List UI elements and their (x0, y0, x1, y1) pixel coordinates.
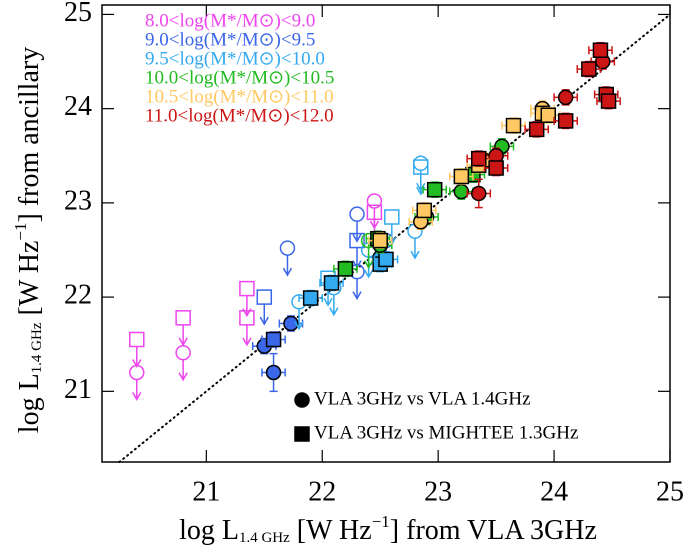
square-upper-limit (239, 280, 255, 297)
x-axis-label: log L1.4 GHz [W Hz−1] from VLA 3GHz (179, 512, 597, 547)
y-tick-label: 24 (64, 91, 92, 122)
y-tick-label: 21 (64, 374, 92, 405)
label-main: log L (14, 373, 45, 433)
upper-limit-head (352, 233, 362, 243)
upper-limit-head (242, 337, 252, 347)
legend-label: 10.0<log(M*/M⊙)<10.5 (145, 67, 334, 88)
circle-point (470, 185, 487, 202)
square-point (470, 150, 487, 167)
square-point (581, 61, 597, 77)
circle-upper-limit (175, 344, 191, 361)
x-tick-label: 22 (308, 476, 336, 507)
square-point (372, 232, 388, 249)
label-sup: −1 (372, 512, 390, 531)
upper-limit-head (352, 291, 362, 301)
y-tick-label: 23 (64, 185, 92, 216)
circle-point (453, 183, 470, 200)
square-upper-limit (366, 204, 383, 221)
plot-frame (101, 4, 671, 463)
legend-marker (294, 426, 310, 442)
square-upper-limit (239, 310, 255, 326)
x-tick-label: 21 (192, 476, 220, 507)
upper-limit-head (259, 316, 269, 326)
legend-label: 9.5<log(M*/M⊙)<10.0 (145, 48, 325, 69)
label-end: ] from VLA 3GHz (390, 515, 597, 546)
circle-upper-limit (349, 206, 365, 222)
upper-limit-head (132, 392, 142, 401)
square-upper-limit (129, 331, 145, 348)
square-point (488, 160, 504, 176)
square-point (600, 93, 617, 109)
label-sup: −1 (11, 222, 30, 240)
square-point (505, 117, 522, 134)
circle-upper-limit (413, 155, 429, 172)
legend-label: 8.0<log(M*/M⊙)<9.0 (145, 10, 315, 31)
y-tick-label: 25 (64, 0, 92, 28)
square-point (265, 331, 282, 348)
square-upper-limit (384, 209, 400, 225)
square-point (337, 261, 354, 277)
upper-limit-head (323, 297, 333, 307)
upper-limit-head (410, 250, 420, 260)
square-upper-limit (349, 232, 365, 249)
square-point (378, 251, 394, 268)
legend-label: 11.0<log(M*/M⊙)<12.0 (145, 105, 334, 126)
upper-limit-head (178, 337, 188, 347)
label-mid: [W Hz (290, 515, 372, 546)
label-sub: 1.4 GHz (239, 530, 290, 546)
square-point (416, 202, 433, 219)
circle-point (557, 89, 574, 106)
y-axis-label: log L1.4 GHz [W Hz−1] from ancillary (11, 47, 46, 433)
circle-upper-limit (279, 240, 296, 256)
upper-limit-head (294, 321, 304, 331)
square-point (302, 290, 319, 306)
square-point (426, 181, 443, 198)
label-sub: 1.4 GHz (29, 322, 45, 373)
square-upper-limit (413, 159, 429, 175)
square-point (323, 275, 340, 291)
square-upper-limit (256, 289, 273, 305)
legend-label: 10.5<log(M*/M⊙)<11.0 (145, 86, 334, 107)
label-mid: [W Hz (14, 241, 45, 323)
square-point (540, 107, 557, 123)
upper-limit-head (282, 267, 293, 277)
square-point (592, 42, 609, 58)
square-point (528, 121, 545, 138)
circle-point (283, 315, 299, 332)
legend-marker (294, 392, 310, 408)
circle-upper-limit (366, 193, 383, 209)
x-tick-label: 25 (656, 476, 684, 507)
x-tick-label: 24 (540, 476, 568, 507)
legend-label: VLA 3GHz vs MIGHTEE 1.3GHz (314, 422, 578, 443)
upper-limit-head (132, 359, 142, 369)
square-upper-limit (175, 310, 191, 326)
square-point (557, 113, 574, 129)
legend-label: 9.0<log(M*/M⊙)<9.5 (145, 29, 315, 50)
square-point (453, 168, 470, 185)
upper-limit-head (329, 307, 339, 317)
y-tick-label: 22 (64, 280, 92, 311)
legend-label: VLA 3GHz vs VLA 1.4GHz (314, 388, 531, 409)
upper-limit-head (363, 269, 374, 279)
x-tick-label: 23 (424, 476, 452, 507)
circle-point (265, 364, 282, 381)
upper-limit-head (178, 372, 188, 382)
upper-limit-head (363, 260, 374, 270)
label-main: log L (179, 515, 239, 546)
label-end: ] from ancillary (14, 47, 45, 223)
